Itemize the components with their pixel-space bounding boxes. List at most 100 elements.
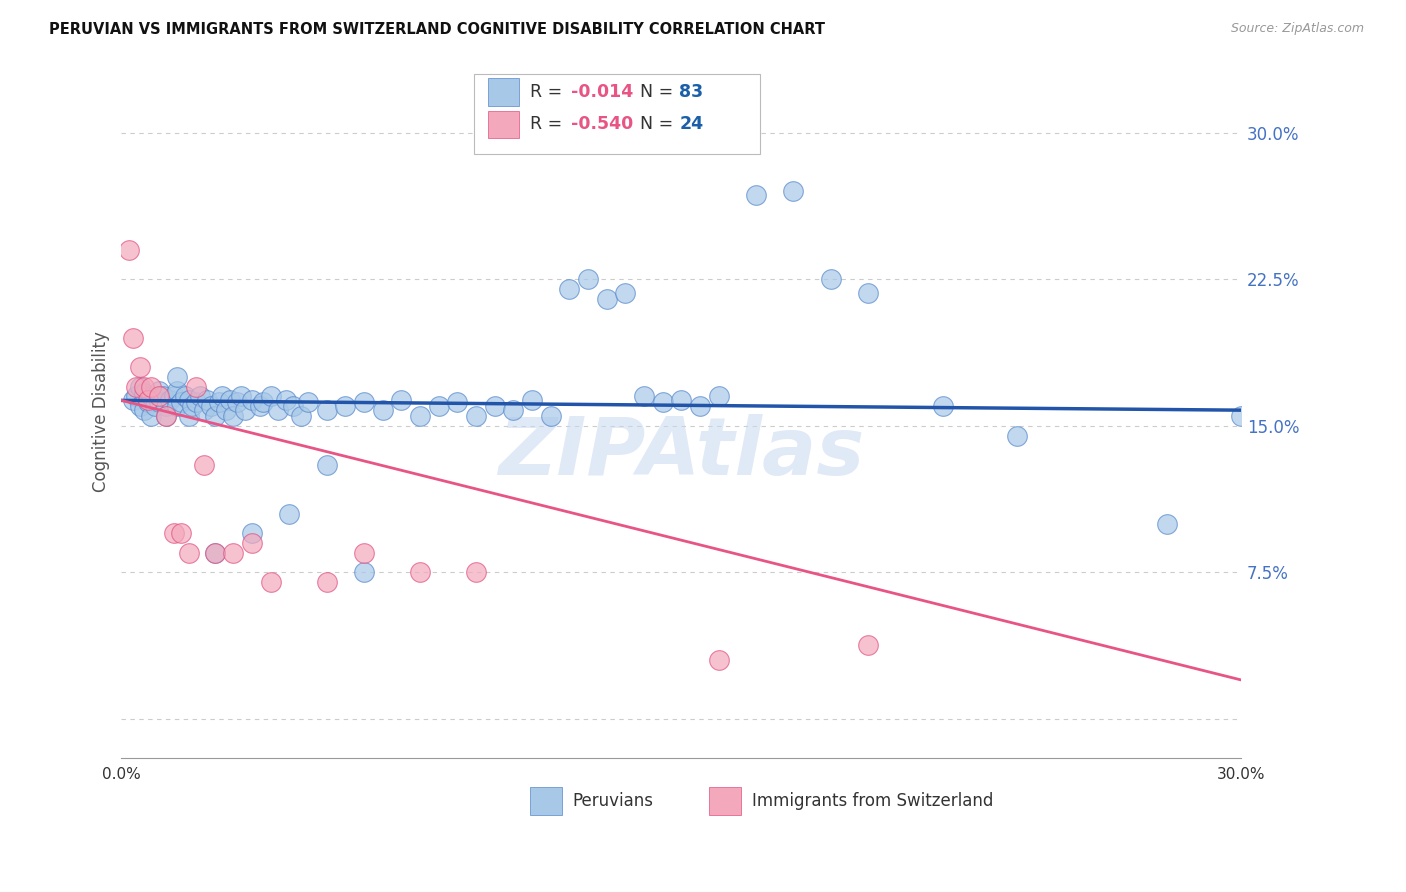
Point: [782, 184, 804, 198]
Point: [159, 393, 181, 408]
Text: N =: N =: [628, 115, 679, 134]
Point: [335, 399, 357, 413]
Point: [353, 395, 375, 409]
Text: ZIPAtlas: ZIPAtlas: [498, 414, 865, 491]
Point: [465, 566, 488, 580]
Point: [132, 380, 155, 394]
Point: [353, 566, 375, 580]
Point: [136, 393, 159, 408]
Point: [267, 403, 290, 417]
Point: [315, 403, 337, 417]
Point: [1007, 428, 1029, 442]
Point: [484, 399, 506, 413]
Point: [932, 399, 955, 413]
Point: [155, 409, 177, 423]
Point: [315, 458, 337, 472]
Point: [177, 409, 200, 423]
Point: [152, 389, 174, 403]
Text: -0.540: -0.540: [571, 115, 633, 134]
Point: [745, 188, 768, 202]
Point: [132, 385, 155, 400]
Point: [596, 292, 619, 306]
Point: [125, 389, 148, 403]
Point: [1156, 516, 1178, 531]
FancyBboxPatch shape: [488, 111, 519, 138]
Point: [174, 389, 197, 403]
Point: [166, 370, 188, 384]
Point: [240, 526, 263, 541]
Text: Immigrants from Switzerland: Immigrants from Switzerland: [752, 792, 994, 810]
Point: [283, 399, 305, 413]
Point: [371, 403, 394, 417]
Point: [576, 272, 599, 286]
Point: [297, 395, 319, 409]
Point: [671, 393, 693, 408]
Point: [170, 395, 193, 409]
Point: [707, 389, 730, 403]
Point: [1230, 409, 1253, 423]
Point: [125, 380, 148, 394]
Point: [240, 536, 263, 550]
Point: [315, 575, 337, 590]
Point: [184, 380, 207, 394]
Point: [118, 243, 141, 257]
FancyBboxPatch shape: [530, 788, 561, 815]
Point: [558, 282, 581, 296]
Point: [121, 331, 143, 345]
Point: [141, 380, 163, 394]
Point: [260, 389, 283, 403]
Point: [249, 399, 271, 413]
Point: [353, 546, 375, 560]
Point: [166, 384, 188, 398]
Point: [170, 526, 193, 541]
Point: [226, 395, 249, 409]
Point: [193, 403, 215, 417]
Point: [540, 409, 562, 423]
Point: [195, 393, 218, 408]
Point: [204, 546, 226, 560]
Point: [177, 393, 200, 408]
Point: [215, 403, 238, 417]
Text: PERUVIAN VS IMMIGRANTS FROM SWITZERLAND COGNITIVE DISABILITY CORRELATION CHART: PERUVIAN VS IMMIGRANTS FROM SWITZERLAND …: [49, 22, 825, 37]
Point: [409, 566, 432, 580]
FancyBboxPatch shape: [474, 74, 759, 154]
Text: Peruvians: Peruvians: [572, 792, 654, 810]
Point: [129, 360, 152, 375]
Point: [633, 389, 655, 403]
Point: [207, 395, 229, 409]
Point: [129, 380, 152, 394]
Point: [200, 399, 222, 413]
Point: [155, 409, 177, 423]
FancyBboxPatch shape: [488, 78, 519, 106]
Point: [181, 399, 204, 413]
Point: [240, 393, 263, 408]
Point: [155, 399, 177, 413]
Point: [689, 399, 711, 413]
Point: [260, 575, 283, 590]
Point: [141, 409, 163, 423]
Point: [177, 546, 200, 560]
Point: [707, 653, 730, 667]
Point: [193, 458, 215, 472]
Point: [163, 526, 186, 541]
Point: [204, 409, 226, 423]
Point: [856, 285, 879, 300]
Point: [233, 403, 256, 417]
Y-axis label: Cognitive Disability: Cognitive Disability: [93, 331, 110, 491]
Point: [651, 395, 673, 409]
Point: [136, 395, 159, 409]
Point: [163, 389, 186, 403]
Point: [148, 384, 170, 398]
Point: [278, 507, 301, 521]
Point: [166, 399, 188, 413]
Point: [184, 395, 207, 409]
Point: [218, 393, 240, 408]
Point: [446, 395, 468, 409]
Text: Source: ZipAtlas.com: Source: ZipAtlas.com: [1230, 22, 1364, 36]
Text: -0.014: -0.014: [571, 83, 633, 101]
Text: R =: R =: [530, 115, 568, 134]
Point: [222, 409, 245, 423]
Point: [204, 546, 226, 560]
Point: [121, 393, 143, 408]
Point: [229, 389, 252, 403]
